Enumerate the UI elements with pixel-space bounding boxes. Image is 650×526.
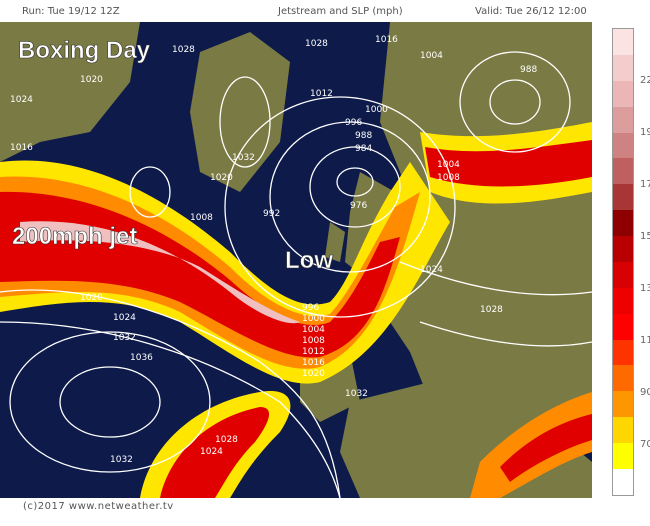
isobar-label: 1004 (420, 51, 443, 61)
isobar-label: 1020 (80, 75, 103, 85)
isobar-labels: 1028 101610041000996988984976103210201012… (10, 35, 537, 465)
legend-band (613, 391, 633, 418)
legend-band (613, 210, 633, 236)
isobar-label: 996 (302, 303, 319, 313)
legend-band (613, 468, 633, 495)
valid-label: Valid: Tue 26/12 12:00 (475, 6, 587, 17)
legend-band (613, 158, 633, 185)
legend-tick-label: 190 (640, 127, 650, 138)
isobar-label: 1016 (10, 143, 33, 153)
annotation-boxing-day: Boxing Day (18, 37, 151, 64)
legend-band (613, 236, 633, 262)
isobar-label: 1008 (437, 173, 460, 183)
isobar-label: 1000 (365, 105, 388, 115)
legend-band (613, 80, 633, 107)
legend-band (613, 184, 633, 211)
legend-band (613, 365, 633, 392)
copyright-footer: (c)2017 www.netweather.tv (23, 501, 174, 512)
legend-band (613, 443, 633, 469)
isobar-label: 1036 (130, 353, 153, 363)
isobar-label: 1008 (190, 213, 213, 223)
isobar-label: 1016 (302, 358, 325, 368)
weather-map: 1028 101610041000996988984976103210201012… (0, 22, 592, 498)
isobar-label: 1024 (10, 95, 33, 105)
legend-band (613, 287, 633, 314)
isobar-label: 1008 (302, 336, 325, 346)
isobar-label: 1024 (420, 265, 443, 275)
isobar-label: 992 (263, 209, 280, 219)
isobar-label: 1032 (113, 333, 136, 343)
jetstream (0, 122, 592, 498)
legend-tick-label: 150 (640, 231, 650, 242)
isobar-label: 984 (355, 144, 372, 154)
isobar-label: 1028 (480, 305, 503, 315)
legend-tick-label: 90 (640, 387, 650, 398)
isobar-label: 1020 (210, 173, 233, 183)
isobar-label: 1012 (302, 347, 325, 357)
isobar-label: 988 (355, 131, 372, 141)
legend-band (613, 54, 633, 81)
legend-tick-label: 110 (640, 335, 650, 346)
annotation-low: Low (285, 247, 333, 274)
legend-band (613, 132, 633, 159)
isobar-label: 1028 (215, 435, 238, 445)
legend-tick-label: 170 (640, 179, 650, 190)
isobar-label: 996 (345, 118, 362, 128)
isobar-label: 1032 (110, 455, 133, 465)
wind-speed-legend (612, 28, 634, 496)
isobar-label: 1020 (302, 369, 325, 379)
legend-band (613, 29, 633, 55)
isobar-label: 1032 (345, 389, 368, 399)
isobar-label: 1032 (232, 153, 255, 163)
isobar-label: 1024 (200, 447, 223, 457)
legend-band (613, 261, 633, 288)
isobar-label: 1020 (80, 293, 103, 303)
isobar-label: 1004 (302, 325, 325, 335)
run-label: Run: Tue 19/12 12Z (22, 6, 120, 17)
isobar-label: 1012 (310, 89, 333, 99)
isobar-label: 1028 (172, 45, 195, 55)
isobar-label: 1016 (375, 35, 398, 45)
legend-tick-label: 70 (640, 439, 650, 450)
isobar-label: 988 (520, 65, 537, 75)
legend-band (613, 313, 633, 340)
chart-title: Jetstream and SLP (mph) (278, 6, 403, 17)
isobars (0, 51, 592, 498)
legend-tick-label: 220 (640, 75, 650, 86)
isobar-label: 1004 (437, 160, 460, 170)
legend-band (613, 417, 633, 443)
legend-band (613, 339, 633, 366)
legend-band (613, 106, 633, 133)
annotation-jet: 200mph jet (12, 223, 137, 250)
isobar-label: 1024 (113, 313, 136, 323)
isobar-label: 1028 (305, 39, 328, 49)
isobar-label: 1000 (302, 314, 325, 324)
isobar-label: 976 (350, 201, 367, 211)
legend-tick-label: 130 (640, 283, 650, 294)
